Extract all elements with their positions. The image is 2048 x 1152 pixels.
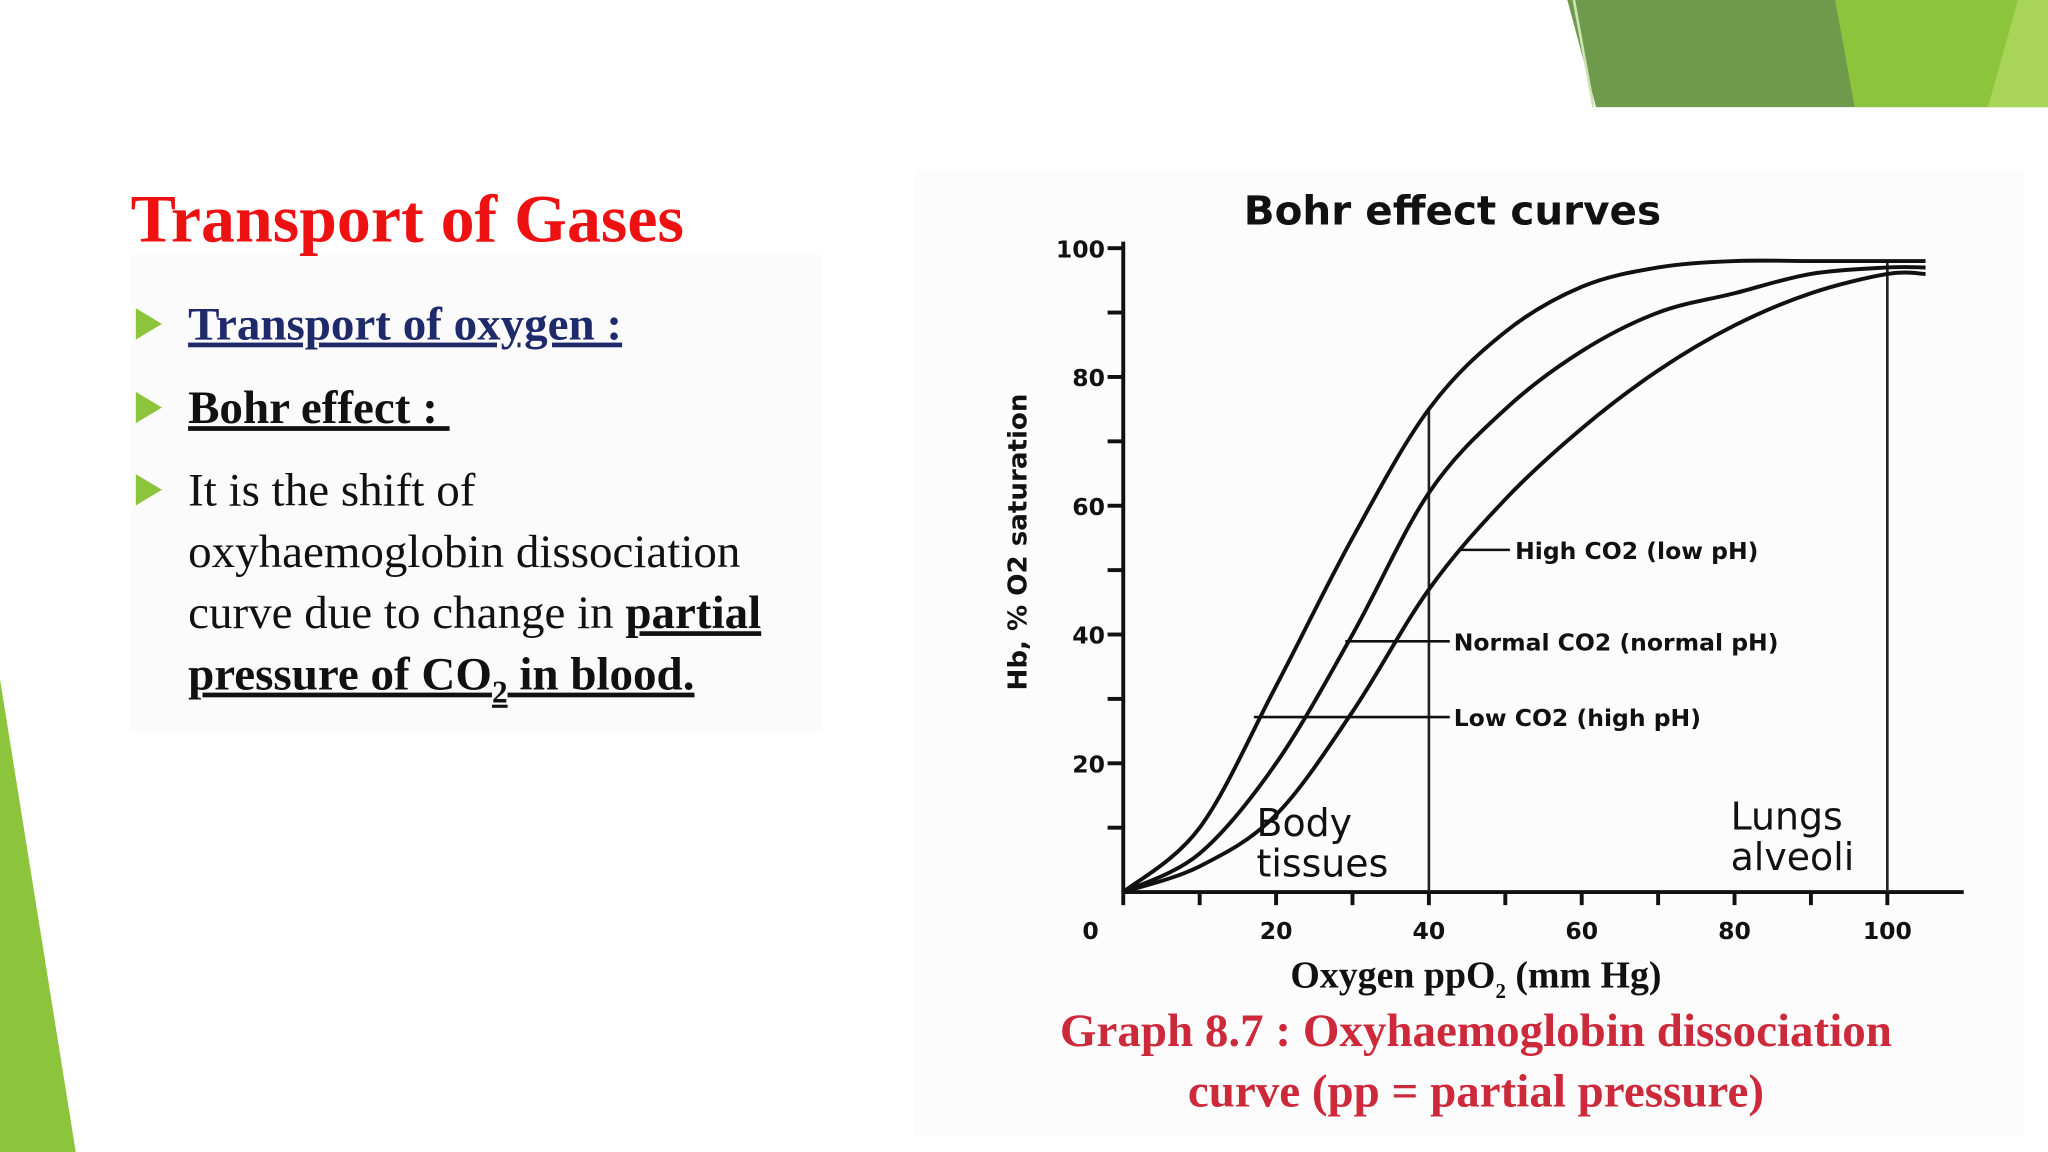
bullet-text: Bohr effect : (188, 382, 450, 434)
bullet-marker (135, 308, 162, 340)
annotation: tissues (1256, 841, 1388, 885)
bullet-text: pressure of CO2 in blood. (188, 649, 694, 710)
text-panel (130, 254, 823, 732)
bullet-marker (135, 391, 162, 424)
y-tick-label: 100 (1056, 235, 1105, 263)
annotation: alveoli (1731, 835, 1855, 879)
chart-panel (914, 169, 2025, 1137)
x-axis-label: Oxygen ppO2 (mm Hg) (1290, 954, 1661, 1002)
y-tick-label: 80 (1072, 364, 1105, 392)
text-run: pressure of CO (188, 649, 492, 701)
annotation: Body (1256, 801, 1352, 845)
annotation: Lungs (1731, 794, 1843, 838)
chart-caption: curve (pp = partial pressure) (1188, 1065, 1764, 1117)
x-tick-label: 100 (1863, 917, 1912, 945)
text-run: 2 (1495, 979, 1505, 1003)
x-tick-label: 0 (1082, 917, 1098, 945)
x-tick-label: 40 (1413, 917, 1446, 945)
curve (1122, 270, 1926, 894)
text-run: Oxygen ppO (1290, 954, 1495, 996)
slide-title: Transport of Gases (131, 181, 684, 257)
y-tick-label: 40 (1072, 622, 1105, 650)
text-run: (mm Hg) (1506, 954, 1662, 996)
series-label: High CO2 (low pH) (1515, 537, 1758, 565)
decor-shape (1835, 0, 2048, 108)
y-tick-label: 20 (1072, 750, 1105, 778)
chart-caption: Graph 8.7 : Oxyhaemoglobin dissociation (1060, 1005, 1892, 1057)
x-tick-label: 20 (1260, 917, 1293, 945)
bullet-text: curve due to change in partial (188, 587, 761, 639)
series-label: Low CO2 (high pH) (1454, 704, 1701, 732)
y-axis-label: Hb, % O2 saturation (1004, 394, 1034, 691)
x-tick-label: 60 (1565, 917, 1598, 945)
text-run: partial (625, 587, 761, 639)
text-run: in blood. (508, 649, 695, 701)
bullet-marker (135, 474, 162, 506)
text-run: 2 (492, 675, 508, 710)
decor-line (1572, 0, 1595, 108)
y-tick-label: 60 (1072, 493, 1105, 521)
series-label: Normal CO2 (normal pH) (1454, 628, 1779, 656)
curve (1122, 265, 1926, 894)
text-run: curve due to change in (188, 587, 625, 639)
bullet-text: It is the shift of (188, 464, 476, 516)
curve (1122, 258, 1926, 894)
chart-title: Bohr effect curves (1244, 187, 1661, 235)
bullet-text: Transport of oxygen : (188, 299, 622, 351)
bullet-text: oxyhaemoglobin dissociation (188, 526, 740, 578)
decor-shape (1987, 0, 2048, 108)
x-tick-label: 80 (1718, 917, 1751, 945)
